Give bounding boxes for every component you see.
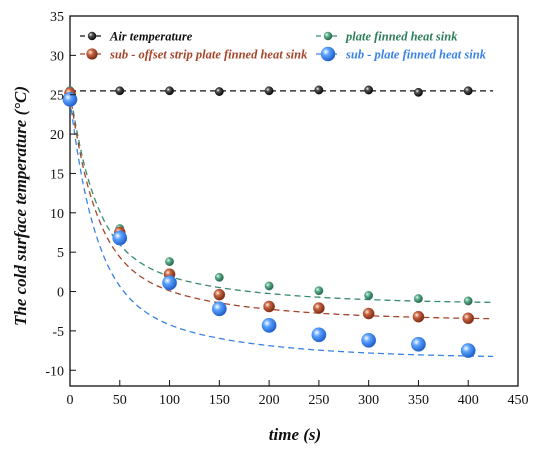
- data-point-1: [264, 281, 274, 291]
- legend-marker-2: [86, 48, 98, 60]
- data-point-2: [313, 302, 325, 314]
- legend-label-2: sub - offset strip plate finned heat sin…: [109, 48, 308, 62]
- fit-line-3: [69, 99, 494, 358]
- legend-marker-0: [87, 31, 97, 41]
- y-tick-label: 35: [50, 10, 64, 25]
- data-point-3: [261, 317, 277, 333]
- data-point-0: [214, 87, 224, 96]
- legend-marker-1: [323, 31, 333, 41]
- legend-label-0: Air temperature: [109, 30, 193, 44]
- data-point-1: [314, 286, 324, 296]
- data-point-2: [462, 312, 475, 325]
- data-point-3: [361, 332, 377, 348]
- y-tick-label: 20: [50, 128, 64, 143]
- data-point-3: [211, 301, 227, 317]
- data-point-3: [460, 343, 476, 358]
- data-point-0: [364, 85, 374, 95]
- legend-label-3: sub - plate finned heat sink: [345, 48, 487, 62]
- y-tick-label: 5: [57, 246, 64, 261]
- fit-line-1: [69, 90, 494, 304]
- data-point-3: [411, 336, 426, 352]
- data-point-2: [412, 310, 425, 323]
- y-tick-label: 25: [50, 89, 64, 104]
- data-point-0: [165, 86, 174, 96]
- data-point-3: [311, 327, 327, 343]
- data-point-0: [414, 87, 423, 97]
- data-point-1: [414, 294, 423, 304]
- x-tick-label: 300: [358, 393, 379, 408]
- data-point-3: [62, 92, 78, 107]
- x-tick-label: 50: [113, 393, 127, 408]
- legend-marker-3: [320, 46, 336, 62]
- data-point-1: [165, 257, 174, 267]
- y-tick-label: 30: [50, 49, 64, 64]
- data-point-0: [115, 86, 125, 96]
- data-point-1: [214, 272, 224, 282]
- y-tick-label: 10: [50, 207, 64, 222]
- x-tick-label: 0: [67, 393, 74, 408]
- data-point-2: [263, 300, 275, 313]
- data-point-1: [463, 296, 473, 306]
- data-point-3: [112, 230, 128, 246]
- data-point-1: [364, 291, 374, 300]
- plot-frame: [69, 15, 519, 387]
- x-tick-label: 400: [458, 393, 479, 408]
- x-tick-label: 100: [159, 393, 180, 408]
- data-point-3: [162, 275, 177, 291]
- data-point-0: [314, 85, 324, 95]
- legend-label-1: plate finned heat sink: [345, 30, 458, 44]
- x-tick-label: 200: [259, 393, 280, 408]
- data-point-0: [264, 86, 274, 96]
- y-tick-label: 15: [50, 167, 64, 182]
- x-tick-label: 150: [209, 393, 230, 408]
- data-point-2: [213, 288, 226, 301]
- data-point-2: [362, 307, 375, 320]
- x-axis-title: time (s): [269, 425, 321, 444]
- y-tick-label: 0: [57, 286, 64, 301]
- data-point-0: [463, 86, 473, 96]
- fit-line-2: [69, 93, 494, 320]
- x-tick-label: 250: [308, 393, 329, 408]
- x-tick-label: 450: [508, 393, 529, 408]
- y-axis-title: The cold surface temperature (°C): [11, 86, 30, 326]
- x-tick-label: 350: [408, 393, 429, 408]
- y-tick-label: -10: [45, 364, 64, 379]
- y-tick-label: -5: [52, 325, 64, 340]
